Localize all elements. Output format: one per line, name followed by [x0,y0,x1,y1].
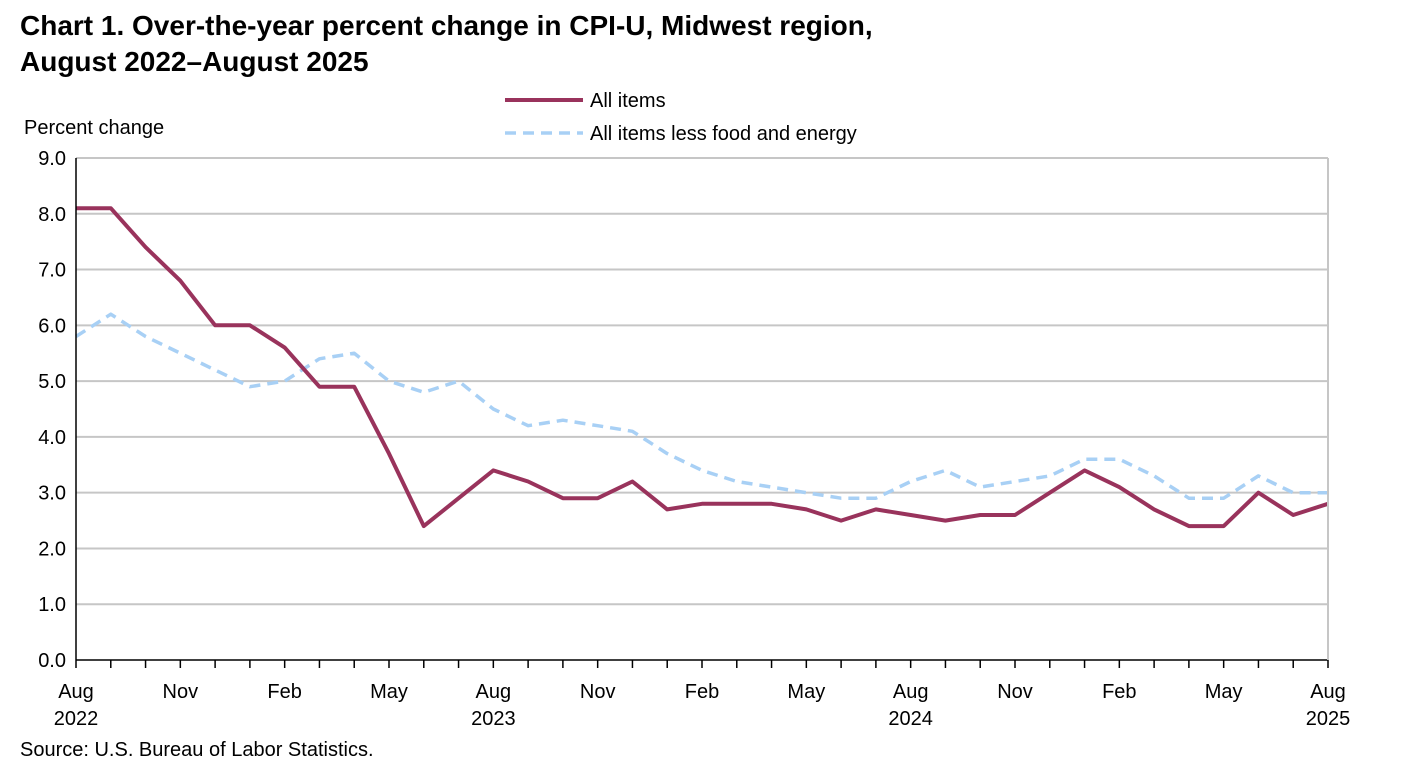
y-tick-label: 3.0 [38,483,66,505]
x-axis-ticks [75,660,1329,668]
x-tick-label: Feb [1102,681,1136,703]
chart-title-line-1: Chart 1. Over-the-year percent change in… [20,10,873,41]
x-tick-label-year: 2025 [1306,708,1351,730]
y-tick-label: 7.0 [38,260,66,282]
x-tick-label: Nov [997,681,1033,703]
y-axis-label: Percent change [24,117,164,139]
series-line-1 [76,206,1329,529]
x-tick-label: Aug [58,681,94,703]
x-tick-label: Feb [685,681,719,703]
y-tick-label: 0.0 [38,650,66,672]
y-tick-label: 9.0 [38,148,66,170]
x-tick-label: Aug [893,681,929,703]
x-axis-tick-labels: Aug 2022 Nov Feb May Aug 2023 Nov Feb May Aug 2024 N… [54,681,1351,730]
x-tick-label: May [370,681,408,703]
legend: All items All items less food and energy [505,90,857,145]
y-tick-label: 8.0 [38,204,66,226]
x-tick-label: Feb [267,681,301,703]
y-tick-label: 1.0 [38,594,66,616]
legend-label-2: All items less food and energy [590,123,857,145]
chart-title-line-2: August 2022–August 2025 [20,46,369,77]
x-tick-label-year: 2022 [54,708,99,730]
y-tick-label: 4.0 [38,427,66,449]
x-tick-label: Aug [1310,681,1346,703]
x-tick-label: Nov [580,681,616,703]
x-tick-label: Nov [163,681,199,703]
x-tick-label: May [1205,681,1243,703]
axes [75,158,1329,661]
x-tick-label-year: 2024 [888,708,933,730]
x-tick-label: Aug [476,681,512,703]
source-note: Source: U.S. Bureau of Labor Statistics. [20,739,374,761]
series-line-2 [75,312,1328,500]
gridlines [76,157,1328,606]
x-tick-label-year: 2023 [471,708,516,730]
y-tick-label: 5.0 [38,371,66,393]
y-axis-tick-labels: 0.0 1.0 2.0 3.0 4.0 5.0 6.0 7.0 8.0 9.0 [38,148,66,672]
series-lines [75,206,1329,529]
legend-label-1: All items [590,90,666,112]
y-tick-label: 6.0 [38,315,66,337]
chart-title: Chart 1. Over-the-year percent change in… [20,8,1320,80]
x-tick-label: May [787,681,825,703]
y-tick-label: 2.0 [38,538,66,560]
